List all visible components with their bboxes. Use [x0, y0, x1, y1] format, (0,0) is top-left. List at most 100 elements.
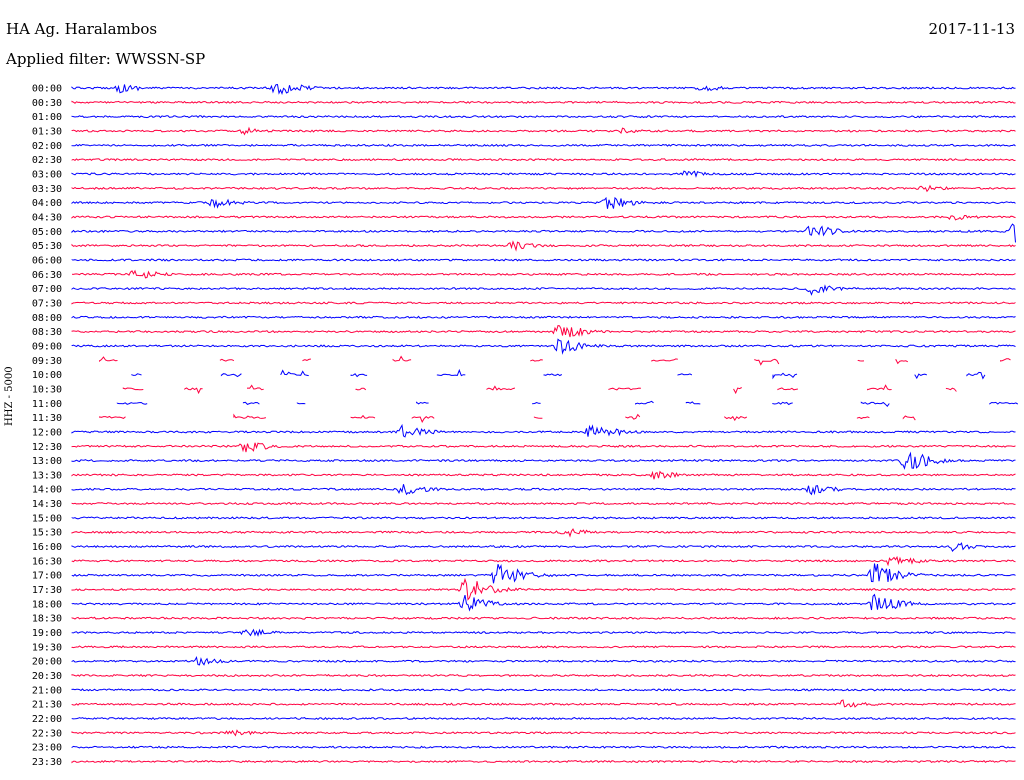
time-tick-label: 18:00 — [32, 599, 62, 610]
time-tick-label: 17:00 — [32, 571, 62, 582]
time-tick-label: 16:30 — [32, 556, 62, 567]
trace-line-1100 — [116, 400, 1019, 407]
time-tick-label: 21:30 — [32, 700, 62, 711]
trace-line-0830 — [71, 325, 1016, 338]
trace-line-1900 — [71, 628, 1016, 637]
time-tick-label: 01:00 — [32, 112, 62, 123]
time-tick-label: 15:30 — [32, 528, 62, 539]
time-tick-label: 00:00 — [32, 84, 62, 95]
time-tick-label: 05:30 — [32, 241, 62, 252]
trace-line-0530 — [71, 240, 1016, 252]
trace-line-1930 — [71, 645, 1016, 649]
time-tick-label: 19:00 — [32, 628, 62, 639]
time-tick-label: 19:30 — [32, 642, 62, 653]
trace-line-2230 — [71, 729, 1016, 737]
time-tick-label: 11:00 — [32, 399, 62, 410]
trace-line-0330 — [71, 184, 1016, 193]
time-tick-label: 10:00 — [32, 370, 62, 381]
trace-line-0900 — [71, 338, 1016, 355]
time-tick-label: 21:00 — [32, 685, 62, 696]
trace-line-0630 — [71, 269, 1016, 279]
time-tick-label: 22:00 — [32, 714, 62, 725]
trace-line-1430 — [71, 502, 1016, 506]
date-label: 2017-11-13 — [928, 20, 1015, 38]
time-tick-label: 05:00 — [32, 227, 62, 238]
trace-line-2100 — [71, 688, 1016, 692]
trace-line-1200 — [71, 423, 1016, 438]
time-tick-label: 16:00 — [32, 542, 62, 553]
trace-line-1030 — [122, 384, 957, 395]
time-tick-label: 00:30 — [32, 98, 62, 109]
trace-line-1700 — [71, 563, 1016, 584]
time-tick-label: 01:30 — [32, 126, 62, 137]
time-tick-label: 04:30 — [32, 212, 62, 223]
trace-line-2300 — [71, 745, 1016, 749]
time-tick-label: 18:30 — [32, 614, 62, 625]
trace-line-2200 — [71, 716, 1016, 721]
time-tick-label: 08:30 — [32, 327, 62, 338]
trace-line-0230 — [71, 158, 1016, 162]
trace-line-1330 — [71, 470, 1016, 480]
time-tick-label: 08:00 — [32, 313, 62, 324]
time-tick-label: 12:00 — [32, 427, 62, 438]
trace-line-0930 — [99, 355, 1011, 366]
trace-line-0730 — [71, 301, 1016, 305]
time-tick-label: 14:00 — [32, 485, 62, 496]
trace-line-0800 — [71, 315, 1016, 319]
station-title: HA Ag. Haralambos — [6, 20, 158, 38]
trace-line-0200 — [71, 143, 1016, 147]
time-tick-label: 03:30 — [32, 184, 62, 195]
time-tick-label: 06:30 — [32, 270, 62, 281]
trace-line-0700 — [71, 284, 1016, 296]
time-tick-label: 13:30 — [32, 470, 62, 481]
time-tick-label: 17:30 — [32, 585, 62, 596]
time-tick-label: 02:00 — [32, 141, 62, 152]
time-tick-label: 14:30 — [32, 499, 62, 510]
time-tick-label: 13:00 — [32, 456, 62, 467]
time-tick-label: 04:00 — [32, 198, 62, 209]
trace-line-0300 — [71, 170, 1016, 178]
trace-line-1600 — [71, 542, 1016, 552]
trace-line-1800 — [71, 593, 1016, 612]
time-tick-label: 12:30 — [32, 442, 62, 453]
trace-line-1130 — [99, 413, 916, 424]
time-tick-label: 07:00 — [32, 284, 62, 295]
time-tick-label: 15:00 — [32, 513, 62, 524]
time-tick-label: 23:30 — [32, 757, 62, 768]
trace-line-1500 — [71, 516, 1016, 520]
trace-line-1530 — [71, 528, 1016, 538]
trace-line-2130 — [71, 699, 1016, 708]
trace-line-0400 — [71, 196, 1016, 209]
time-tick-label: 11:30 — [32, 413, 62, 424]
time-tick-label: 20:00 — [32, 657, 62, 668]
trace-line-1630 — [71, 555, 1016, 567]
time-tick-label: 02:30 — [32, 155, 62, 166]
trace-line-2330 — [71, 759, 1016, 764]
trace-line-1230 — [71, 442, 1016, 453]
time-tick-label: 07:30 — [32, 298, 62, 309]
trace-line-2030 — [71, 673, 1016, 678]
time-tick-label: 22:30 — [32, 728, 62, 739]
time-tick-label: 20:30 — [32, 671, 62, 682]
time-tick-label: 03:00 — [32, 169, 62, 180]
trace-line-1730 — [71, 577, 1016, 601]
trace-line-1300 — [71, 451, 1016, 470]
trace-line-0600 — [71, 258, 1016, 262]
time-tick-label: 06:00 — [32, 255, 62, 266]
trace-line-1400 — [71, 484, 1016, 496]
filter-label: Applied filter: WWSSN-SP — [6, 50, 206, 68]
time-tick-label: 23:00 — [32, 743, 62, 754]
trace-line-1000 — [131, 368, 986, 380]
time-tick-label: 09:30 — [32, 356, 62, 367]
trace-line-0430 — [71, 215, 1016, 221]
trace-line-0030 — [71, 100, 1016, 104]
trace-line-0100 — [71, 115, 1016, 119]
trace-line-0000 — [71, 83, 1016, 95]
trace-line-0130 — [71, 126, 1016, 136]
time-tick-label: 09:00 — [32, 341, 62, 352]
trace-line-2000 — [71, 655, 1016, 666]
trace-line-1830 — [71, 616, 1016, 620]
trace-line-0500 — [71, 223, 1016, 243]
time-tick-label: 10:30 — [32, 384, 62, 395]
